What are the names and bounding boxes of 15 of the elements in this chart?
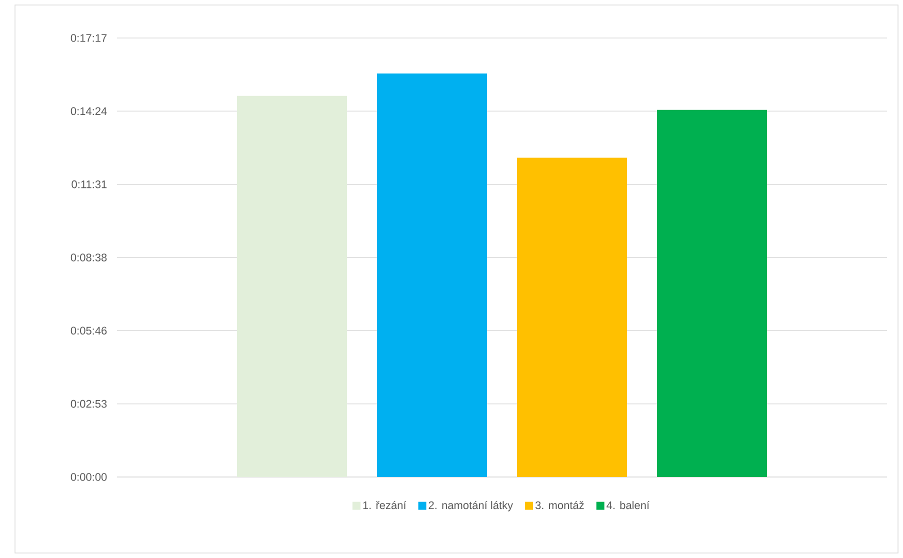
y-tick-label: 0:11:31: [72, 180, 107, 188]
legend-label: 1. řezání: [363, 500, 406, 510]
y-tick-label: 0:08:38: [70, 254, 107, 262]
y-tick-label: 0:14:24: [70, 107, 107, 116]
bar: [237, 96, 348, 477]
y-tick-label: 0:05:46: [70, 326, 107, 335]
legend-label: 3. montáž: [535, 500, 584, 510]
y-tick-label: 0:00:00: [70, 473, 107, 481]
bar: [517, 158, 628, 477]
y-tick-label: 0:17:17: [70, 34, 107, 42]
bar: [657, 110, 768, 477]
legend-label: 2. namotání látky: [428, 500, 514, 512]
legend-label: 4. balení: [606, 500, 650, 510]
y-tick-label: 0:02:53: [70, 400, 107, 408]
bar: [377, 73, 488, 477]
